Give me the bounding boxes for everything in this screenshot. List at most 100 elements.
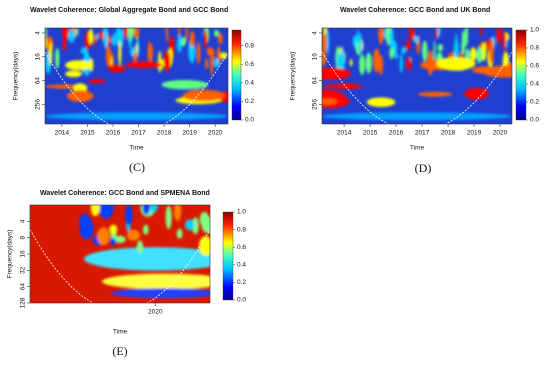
heatmap-blob: [98, 205, 114, 219]
heatmap-blob: [203, 30, 208, 49]
colorbar-tick-label: 1.0: [237, 209, 246, 216]
heatmap-blob: [95, 33, 99, 41]
heatmap-blob: [210, 51, 214, 71]
heatmap-blob: [128, 28, 134, 41]
heatmap-blob: [177, 34, 182, 53]
heatmap-blob: [113, 235, 126, 244]
cone-of-influence: [322, 51, 512, 124]
x-tick-label: 2014: [55, 130, 70, 137]
heatmap-blob: [65, 60, 92, 71]
heatmap-blob: [464, 28, 469, 47]
colorbar-tick-label: 0.2: [245, 98, 254, 105]
y-tick-label: 64: [35, 77, 42, 85]
y-tick-label: 4: [35, 31, 42, 35]
colorbar-tick-label: 0.6: [245, 61, 254, 68]
heatmap-blob: [45, 33, 47, 50]
x-tick-label: 2019: [467, 130, 482, 137]
heatmap-blob: [214, 58, 219, 68]
heatmap-blob: [365, 52, 372, 74]
heatmap-blob: [338, 57, 342, 70]
heatmap-blob: [326, 29, 330, 56]
heatmap-blob: [220, 52, 228, 60]
y-tick-label: 4: [312, 31, 319, 35]
colorbar-tick-label: 0.4: [237, 262, 246, 269]
plot-frame: [44, 27, 229, 125]
chart-title: Wavelet Coherence: Global Aggregate Bond…: [30, 7, 228, 14]
colorbar-tick-label: 1.0: [530, 27, 539, 34]
heatmap-blob: [75, 28, 79, 36]
heatmap-blob: [133, 28, 140, 38]
heatmap-blob: [340, 49, 346, 70]
heatmap-blob: [142, 205, 150, 215]
heatmap-blob: [161, 79, 209, 90]
heatmap-blob: [409, 28, 414, 40]
heatmap-blob: [470, 47, 477, 62]
heatmap-blob: [107, 64, 126, 73]
colorbar-tick-label: 0.6: [530, 63, 539, 70]
y-tick-label: 256: [312, 99, 319, 110]
colorbar-tick-label: 0.2: [237, 279, 246, 286]
heatmap-blob: [135, 44, 138, 54]
heatmap-blob: [366, 97, 396, 107]
heatmap-blob: [65, 70, 82, 78]
heatmap-blob: [322, 112, 512, 121]
colorbar-tick-label: 0.8: [237, 226, 246, 233]
heatmap-blob: [485, 38, 490, 50]
heatmap-blob: [88, 79, 106, 84]
heatmap-blob: [399, 54, 403, 74]
heatmap-texture: [79, 205, 210, 299]
heatmap-blob: [62, 37, 67, 52]
heatmap-blob: [55, 48, 60, 69]
x-tick-label: 2017: [131, 130, 146, 137]
heatmap-blob: [481, 41, 487, 61]
colorbar-tick-label: 0.0: [237, 297, 246, 304]
heatmap-blob: [147, 42, 154, 63]
y-axis-label: Frequency(days): [13, 52, 20, 101]
heatmap-blob: [165, 28, 169, 43]
heatmap-blob: [98, 31, 104, 40]
heatmap-blob: [196, 42, 201, 65]
y-tick-label: 16: [20, 250, 27, 258]
heatmap-blob: [80, 47, 87, 55]
plot-frame: [321, 27, 513, 125]
heatmap-blob: [464, 87, 490, 100]
heatmap-blob: [394, 52, 398, 60]
heatmap-blob: [405, 39, 411, 51]
heatmap-blob: [435, 28, 438, 40]
x-axis-label: Time: [113, 329, 128, 336]
heatmap-blob: [97, 227, 110, 246]
heatmap-blob: [439, 58, 473, 71]
colorbar: [515, 29, 527, 121]
heatmap-blob: [358, 33, 363, 55]
heatmap-blob: [191, 217, 199, 235]
heatmap-blob: [112, 34, 115, 46]
x-tick-label: 2014: [337, 130, 352, 137]
heatmap-blob: [163, 50, 171, 72]
heatmap-blob: [373, 48, 380, 73]
heatmap-blob: [389, 28, 394, 48]
heatmap-blob: [322, 84, 364, 89]
heatmap-blob: [102, 273, 210, 290]
heatmap-blob: [109, 224, 118, 234]
heatmap-blob: [455, 33, 458, 52]
heatmap-texture: [322, 28, 512, 121]
y-tick-label: 128: [20, 297, 27, 308]
heatmap-blob: [49, 41, 53, 66]
heatmap-blob: [118, 41, 122, 66]
heatmap-blob: [109, 238, 116, 245]
heatmap-blob: [479, 28, 483, 37]
x-axis-label: Time: [410, 145, 425, 152]
heatmap-blob: [66, 90, 94, 102]
y-tick-label: 4: [20, 219, 27, 223]
heatmap: [322, 28, 512, 124]
x-tick-label: 2017: [415, 130, 430, 137]
x-tick-label: 2018: [157, 130, 172, 137]
heatmap-blob: [401, 47, 406, 55]
panel-label: (E): [112, 344, 127, 358]
heatmap-blob: [205, 58, 209, 70]
x-tick-label: 2016: [389, 130, 404, 137]
x-axis-label: Time: [129, 145, 144, 152]
heatmap-blob: [105, 45, 112, 67]
x-tick-label: 2020: [148, 309, 163, 316]
heatmap-blob: [406, 56, 412, 71]
